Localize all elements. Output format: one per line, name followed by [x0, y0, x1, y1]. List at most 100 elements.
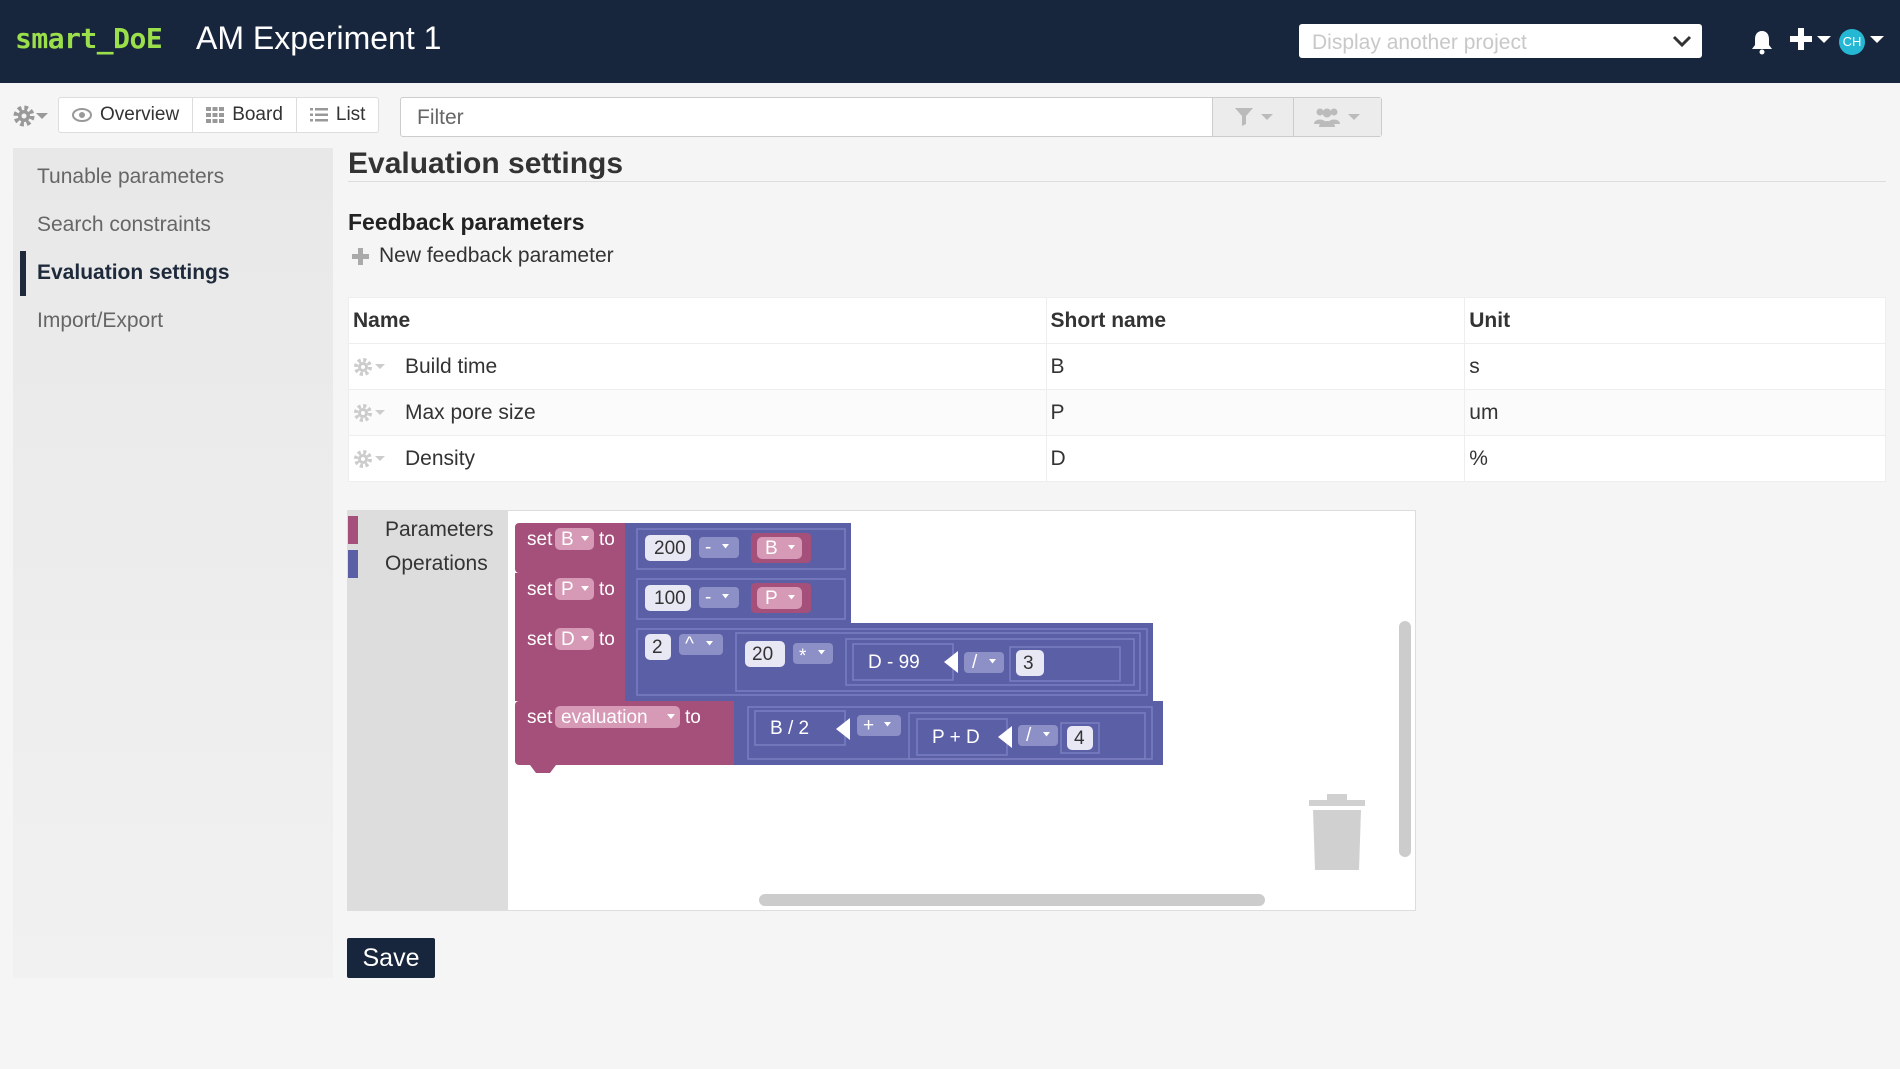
title-divider [348, 181, 1886, 182]
filter-users-caret-icon [1348, 114, 1360, 120]
block-keyword: to [685, 707, 701, 728]
row-unit: s [1464, 343, 1886, 390]
block-keyword: to [599, 579, 615, 600]
block-expression: D - 99 [868, 652, 920, 673]
filter-users-button[interactable] [1293, 98, 1381, 136]
page-title: Evaluation settings [348, 147, 624, 180]
block-keyword: to [599, 629, 615, 650]
column-header-name: Name [348, 297, 1047, 344]
block-operator: / [1026, 725, 1032, 746]
add-icon[interactable] [1790, 28, 1812, 50]
project-select[interactable]: Display another project [1299, 24, 1702, 58]
row-name: Build time [405, 354, 498, 378]
grid-icon [206, 107, 225, 123]
table-row: Density D % [348, 435, 1886, 482]
filter-type-caret-icon [1261, 114, 1273, 120]
app-header: smart_DoE AM Experiment 1 Display anothe… [0, 0, 1900, 83]
block-number: 2 [652, 637, 663, 658]
block-number: 20 [752, 644, 773, 665]
list-icon [309, 108, 328, 122]
save-button[interactable]: Save [347, 938, 435, 978]
project-title: AM Experiment 1 [196, 20, 442, 56]
block-var: B [765, 538, 778, 559]
row-unit: % [1464, 435, 1886, 482]
block-number: 100 [654, 588, 686, 609]
view-overview-button[interactable]: Overview [59, 98, 194, 132]
view-overview-label: Overview [100, 104, 180, 125]
filter-placeholder: Filter [417, 106, 464, 129]
block-number: 4 [1074, 728, 1085, 749]
trash-icon[interactable] [1309, 794, 1365, 870]
toolbox-category-operations[interactable]: Operations [348, 550, 488, 578]
row-name: Max pore size [405, 400, 536, 424]
sidebar-item-evaluation-settings[interactable]: Evaluation settings [37, 261, 230, 284]
block-operator: / [972, 652, 978, 673]
new-feedback-parameter-button[interactable]: New feedback parameter [352, 244, 614, 268]
view-switcher: Overview Board List [58, 97, 380, 133]
category-label: Operations [385, 552, 488, 575]
set-block-evaluation[interactable]: set evaluation to B / 2 + P + D / 4 [515, 701, 1163, 773]
vertical-scrollbar[interactable] [1399, 621, 1411, 857]
block-var: P [765, 588, 778, 609]
block-keyword: set [527, 579, 553, 600]
active-indicator [20, 251, 26, 296]
block-operator: + [863, 715, 874, 736]
new-feedback-parameter-label: New feedback parameter [379, 244, 614, 267]
row-unit: um [1464, 389, 1886, 436]
settings-gear-icon[interactable] [12, 104, 36, 128]
row-name: Density [405, 446, 476, 470]
block-var: D [561, 629, 575, 650]
filter-input[interactable]: Filter [400, 97, 1382, 137]
row-gear-icon[interactable] [353, 402, 393, 424]
block-operator: * [799, 646, 807, 667]
block-expression: B / 2 [770, 718, 809, 739]
block-keyword: set [527, 529, 553, 550]
sidebar-item-search-constraints[interactable]: Search constraints [37, 213, 211, 236]
settings-caret-icon[interactable] [36, 113, 48, 119]
row-gear-icon[interactable] [353, 448, 393, 470]
block-keyword: set [527, 707, 553, 728]
add-menu-caret-icon[interactable] [1817, 36, 1831, 43]
sidebar-item-import-export[interactable]: Import/Export [37, 309, 164, 332]
block-keyword: to [599, 529, 615, 550]
column-header-short-name: Short name [1045, 297, 1466, 344]
block-var: evaluation [561, 707, 648, 728]
section-title: Feedback parameters [348, 209, 585, 235]
blockly-toolbox: Parameters Operations [348, 511, 508, 910]
horizontal-scrollbar[interactable] [759, 894, 1265, 906]
view-list-button[interactable]: List [297, 98, 379, 132]
funnel-icon [1235, 108, 1253, 126]
row-short-name: B [1045, 343, 1466, 390]
view-board-button[interactable]: Board [193, 98, 297, 132]
block-operator: - [705, 587, 711, 608]
row-short-name: D [1045, 435, 1466, 482]
block-number: 3 [1023, 653, 1034, 674]
table-row: Build time B s [348, 343, 1886, 390]
feedback-parameters-table: Name Short name Unit Build time B s Max … [348, 297, 1886, 482]
bell-icon[interactable] [1750, 29, 1774, 55]
user-avatar[interactable]: CH [1839, 29, 1865, 55]
block-operator: ^ [685, 634, 694, 655]
app-logo[interactable]: smart_DoE [15, 22, 163, 55]
chevron-down-icon [1672, 35, 1692, 48]
filter-type-button[interactable] [1212, 98, 1293, 136]
toolbox-category-parameters[interactable]: Parameters [348, 516, 494, 544]
block-var: B [561, 529, 574, 550]
set-block-p[interactable]: set P to 100 - P [515, 573, 851, 623]
users-icon [1314, 108, 1340, 127]
project-select-placeholder: Display another project [1312, 31, 1527, 54]
set-block-d[interactable]: set D to 2 ^ 20 * D - 99 / [515, 623, 1153, 701]
category-swatch [348, 550, 358, 578]
set-block-b[interactable]: set B to 200 - B [515, 523, 851, 573]
row-short-name: P [1045, 389, 1466, 436]
block-expression: P + D [932, 727, 980, 748]
table-row: Max pore size P um [348, 389, 1886, 436]
blockly-workspace[interactable]: set B to 200 - B set P to [508, 511, 1415, 910]
eye-icon [72, 108, 92, 122]
table-header-row: Name Short name Unit [348, 297, 1886, 344]
sidebar-item-tunable-parameters[interactable]: Tunable parameters [37, 165, 225, 188]
view-board-label: Board [232, 104, 283, 125]
row-gear-icon[interactable] [353, 356, 393, 378]
user-menu-caret-icon[interactable] [1870, 36, 1884, 43]
category-label: Parameters [385, 518, 494, 541]
